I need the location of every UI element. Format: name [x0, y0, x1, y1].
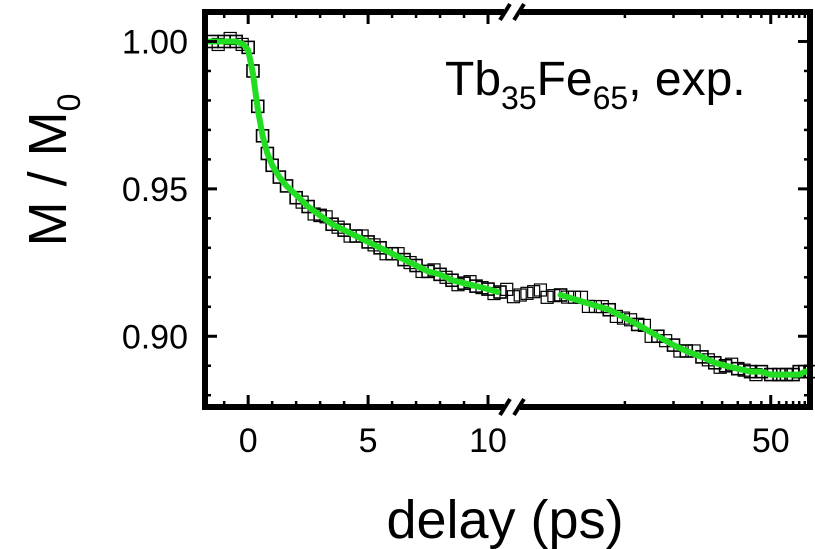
tick-layer: 0 5 10 50 1.00 0.95 0.90 [122, 12, 810, 460]
y-tick-label: 1.00 [122, 23, 188, 61]
axis-break-slash [498, 2, 512, 22]
axis-break-slash [512, 2, 526, 22]
axis-break-marks [498, 2, 526, 417]
annotation-element-1: Tb [445, 53, 501, 106]
data-point [506, 290, 521, 304]
plot-data-layer [202, 31, 815, 382]
annotation-subscript-1: 35 [501, 80, 537, 116]
data-point [520, 286, 534, 300]
axis-break-gap [504, 7, 520, 17]
x-tick-label: 10 [469, 422, 507, 460]
data-point [295, 195, 309, 209]
x-tick-label: 50 [752, 422, 790, 460]
axis-break-slash [498, 397, 512, 417]
sample-annotation: Tb35Fe65, exp. [445, 53, 746, 116]
y-tick-label: 0.90 [122, 318, 188, 356]
y-axis-title: M / M0 [18, 94, 87, 247]
y-axis-title-subscript: 0 [51, 94, 87, 112]
fit-line [557, 292, 813, 378]
x-tick-label: 0 [239, 422, 258, 460]
annotation-subscript-2: 65 [593, 80, 629, 116]
axis-break-slash [512, 397, 526, 417]
data-point [272, 170, 287, 184]
annotation-element-2: Fe [537, 53, 593, 106]
y-tick-label: 0.95 [122, 171, 188, 209]
y-axis-title-main: M / M [18, 111, 78, 246]
data-point [527, 285, 541, 299]
x-tick-label: 5 [359, 422, 378, 460]
annotation-suffix: , exp. [628, 53, 745, 106]
data-point [533, 283, 548, 297]
data-point [513, 288, 527, 302]
axis-break-gap [504, 402, 520, 412]
data-point [500, 282, 514, 296]
x-axis-title: delay (ps) [386, 490, 623, 549]
data-point [540, 290, 554, 304]
data-point [279, 179, 294, 193]
fit-line [202, 38, 501, 295]
